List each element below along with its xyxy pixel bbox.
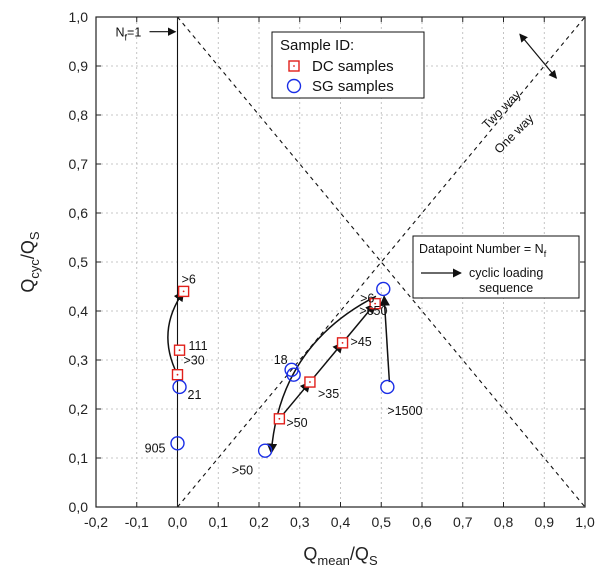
x-tick-label: 0,5 [372,514,392,530]
dc-sample-center-dot [182,290,185,293]
sequence-arrow [167,290,185,376]
y-tick-label: 0,5 [69,254,89,270]
info-box-line3: sequence [479,281,533,295]
dc-sample-center-dot [176,373,179,376]
y-tick-label: 0,1 [69,450,89,466]
point-label: >1500 [387,404,422,418]
info-box-title: Datapoint Number = Nf [419,242,547,259]
point-label: >650 [359,304,387,318]
point-label: >45 [351,335,372,349]
arrows [167,290,391,455]
dc-sample-center-dot [278,417,281,420]
y-tick-label: 0,8 [69,107,89,123]
series [170,281,395,458]
y-tick-label: 0,6 [69,205,89,221]
sg-sample-marker [170,436,185,451]
y-tick-label: 0,3 [69,352,89,368]
sequence-arrow [309,342,344,383]
sequence-arrow [266,295,377,455]
info-box-line2: cyclic loading [469,266,543,280]
sg-sample-marker [380,379,395,395]
y-tick-label: 1,0 [69,9,89,25]
x-tick-label: 0,9 [535,514,555,530]
sg-sample-marker [376,281,391,297]
x-tick-label: 1,0 [575,514,595,530]
legend-dc-center-dot [293,65,295,67]
sequence-arrow [379,295,391,383]
y-tick-label: 0,2 [69,401,89,417]
legend-sg-marker [286,78,302,94]
x-tick-label: 0,1 [209,514,229,530]
point-label: >50 [286,416,307,430]
point-label: >35 [318,387,339,401]
point-label: 905 [145,441,166,455]
y-tick-label: 0,0 [69,499,89,515]
direction-double-arrow [519,33,558,79]
x-tick-label: 0,3 [290,514,310,530]
x-tick-label: 0,7 [453,514,473,530]
legend: Sample ID: DC samples SG samples [271,31,425,99]
x-axis-title: Qmean/QS [303,544,378,568]
x-tick-label: 0,4 [331,514,351,530]
point-label: >50 [232,464,253,478]
sequence-arrow [341,302,376,344]
x-tick-label: 0,0 [168,514,188,530]
plot-frame [95,16,586,508]
x-tick-label: 0,8 [494,514,514,530]
dc-sample-center-dot [309,381,311,383]
dc-sample-center-dot [341,341,344,344]
sg-sample-marker [257,443,273,458]
legend-dc-label: DC samples [312,58,394,75]
x-tick-label: -0,1 [125,514,149,530]
y-tick-label: 0,7 [69,156,89,172]
legend-sg-label: SG samples [312,78,394,95]
point-label: >6 [182,272,196,286]
y-tick-label: 0,9 [69,58,89,74]
sg-sample-marker [172,379,187,395]
point-label: 18 [274,353,288,367]
info-box [412,235,580,299]
point-label: 111 [189,339,208,353]
sequence-arrow [278,381,311,420]
boundary-line [177,16,586,508]
x-tick-label: -0,2 [84,514,108,530]
x-tick-label: 0,2 [249,514,269,530]
reference-lines [176,16,586,508]
y-axis-title: Qcyc/QS [18,231,42,293]
y-tick-label: 0,4 [69,303,89,319]
point-label: >30 [184,354,205,368]
axes: -0,2 -0,1 0,0 0,1 0,2 0,3 0,4 0,5 0,6 0,7 0,8 0,9 1,… [18,9,595,568]
dc-sample-center-dot [178,349,181,352]
sg-sample-marker [286,367,301,382]
dc-sample-center-dot [374,302,377,305]
point-label: >6 [360,292,374,306]
point-label: 21 [188,388,202,402]
boundary-line [177,16,586,508]
nf-label: Nf=1 [116,26,142,43]
legend-title: Sample ID: [280,37,354,54]
x-tick-label: 0,6 [412,514,432,530]
